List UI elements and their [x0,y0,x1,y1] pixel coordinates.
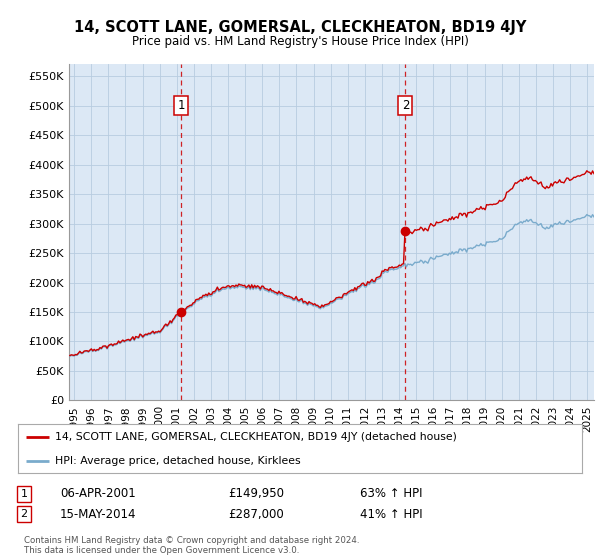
Text: 2: 2 [20,509,28,519]
Text: Price paid vs. HM Land Registry's House Price Index (HPI): Price paid vs. HM Land Registry's House … [131,35,469,48]
Text: HPI: Average price, detached house, Kirklees: HPI: Average price, detached house, Kirk… [55,456,300,466]
Text: £149,950: £149,950 [228,487,284,501]
Text: Contains HM Land Registry data © Crown copyright and database right 2024.
This d: Contains HM Land Registry data © Crown c… [24,536,359,556]
Text: £287,000: £287,000 [228,507,284,521]
Text: 1: 1 [20,489,28,499]
Text: 14, SCOTT LANE, GOMERSAL, CLECKHEATON, BD19 4JY: 14, SCOTT LANE, GOMERSAL, CLECKHEATON, B… [74,20,526,35]
Text: 63% ↑ HPI: 63% ↑ HPI [360,487,422,501]
Text: 2: 2 [401,99,409,112]
Text: 15-MAY-2014: 15-MAY-2014 [60,507,137,521]
Text: 1: 1 [178,99,185,112]
Text: 41% ↑ HPI: 41% ↑ HPI [360,507,422,521]
Text: 14, SCOTT LANE, GOMERSAL, CLECKHEATON, BD19 4JY (detached house): 14, SCOTT LANE, GOMERSAL, CLECKHEATON, B… [55,432,457,442]
Text: 06-APR-2001: 06-APR-2001 [60,487,136,501]
